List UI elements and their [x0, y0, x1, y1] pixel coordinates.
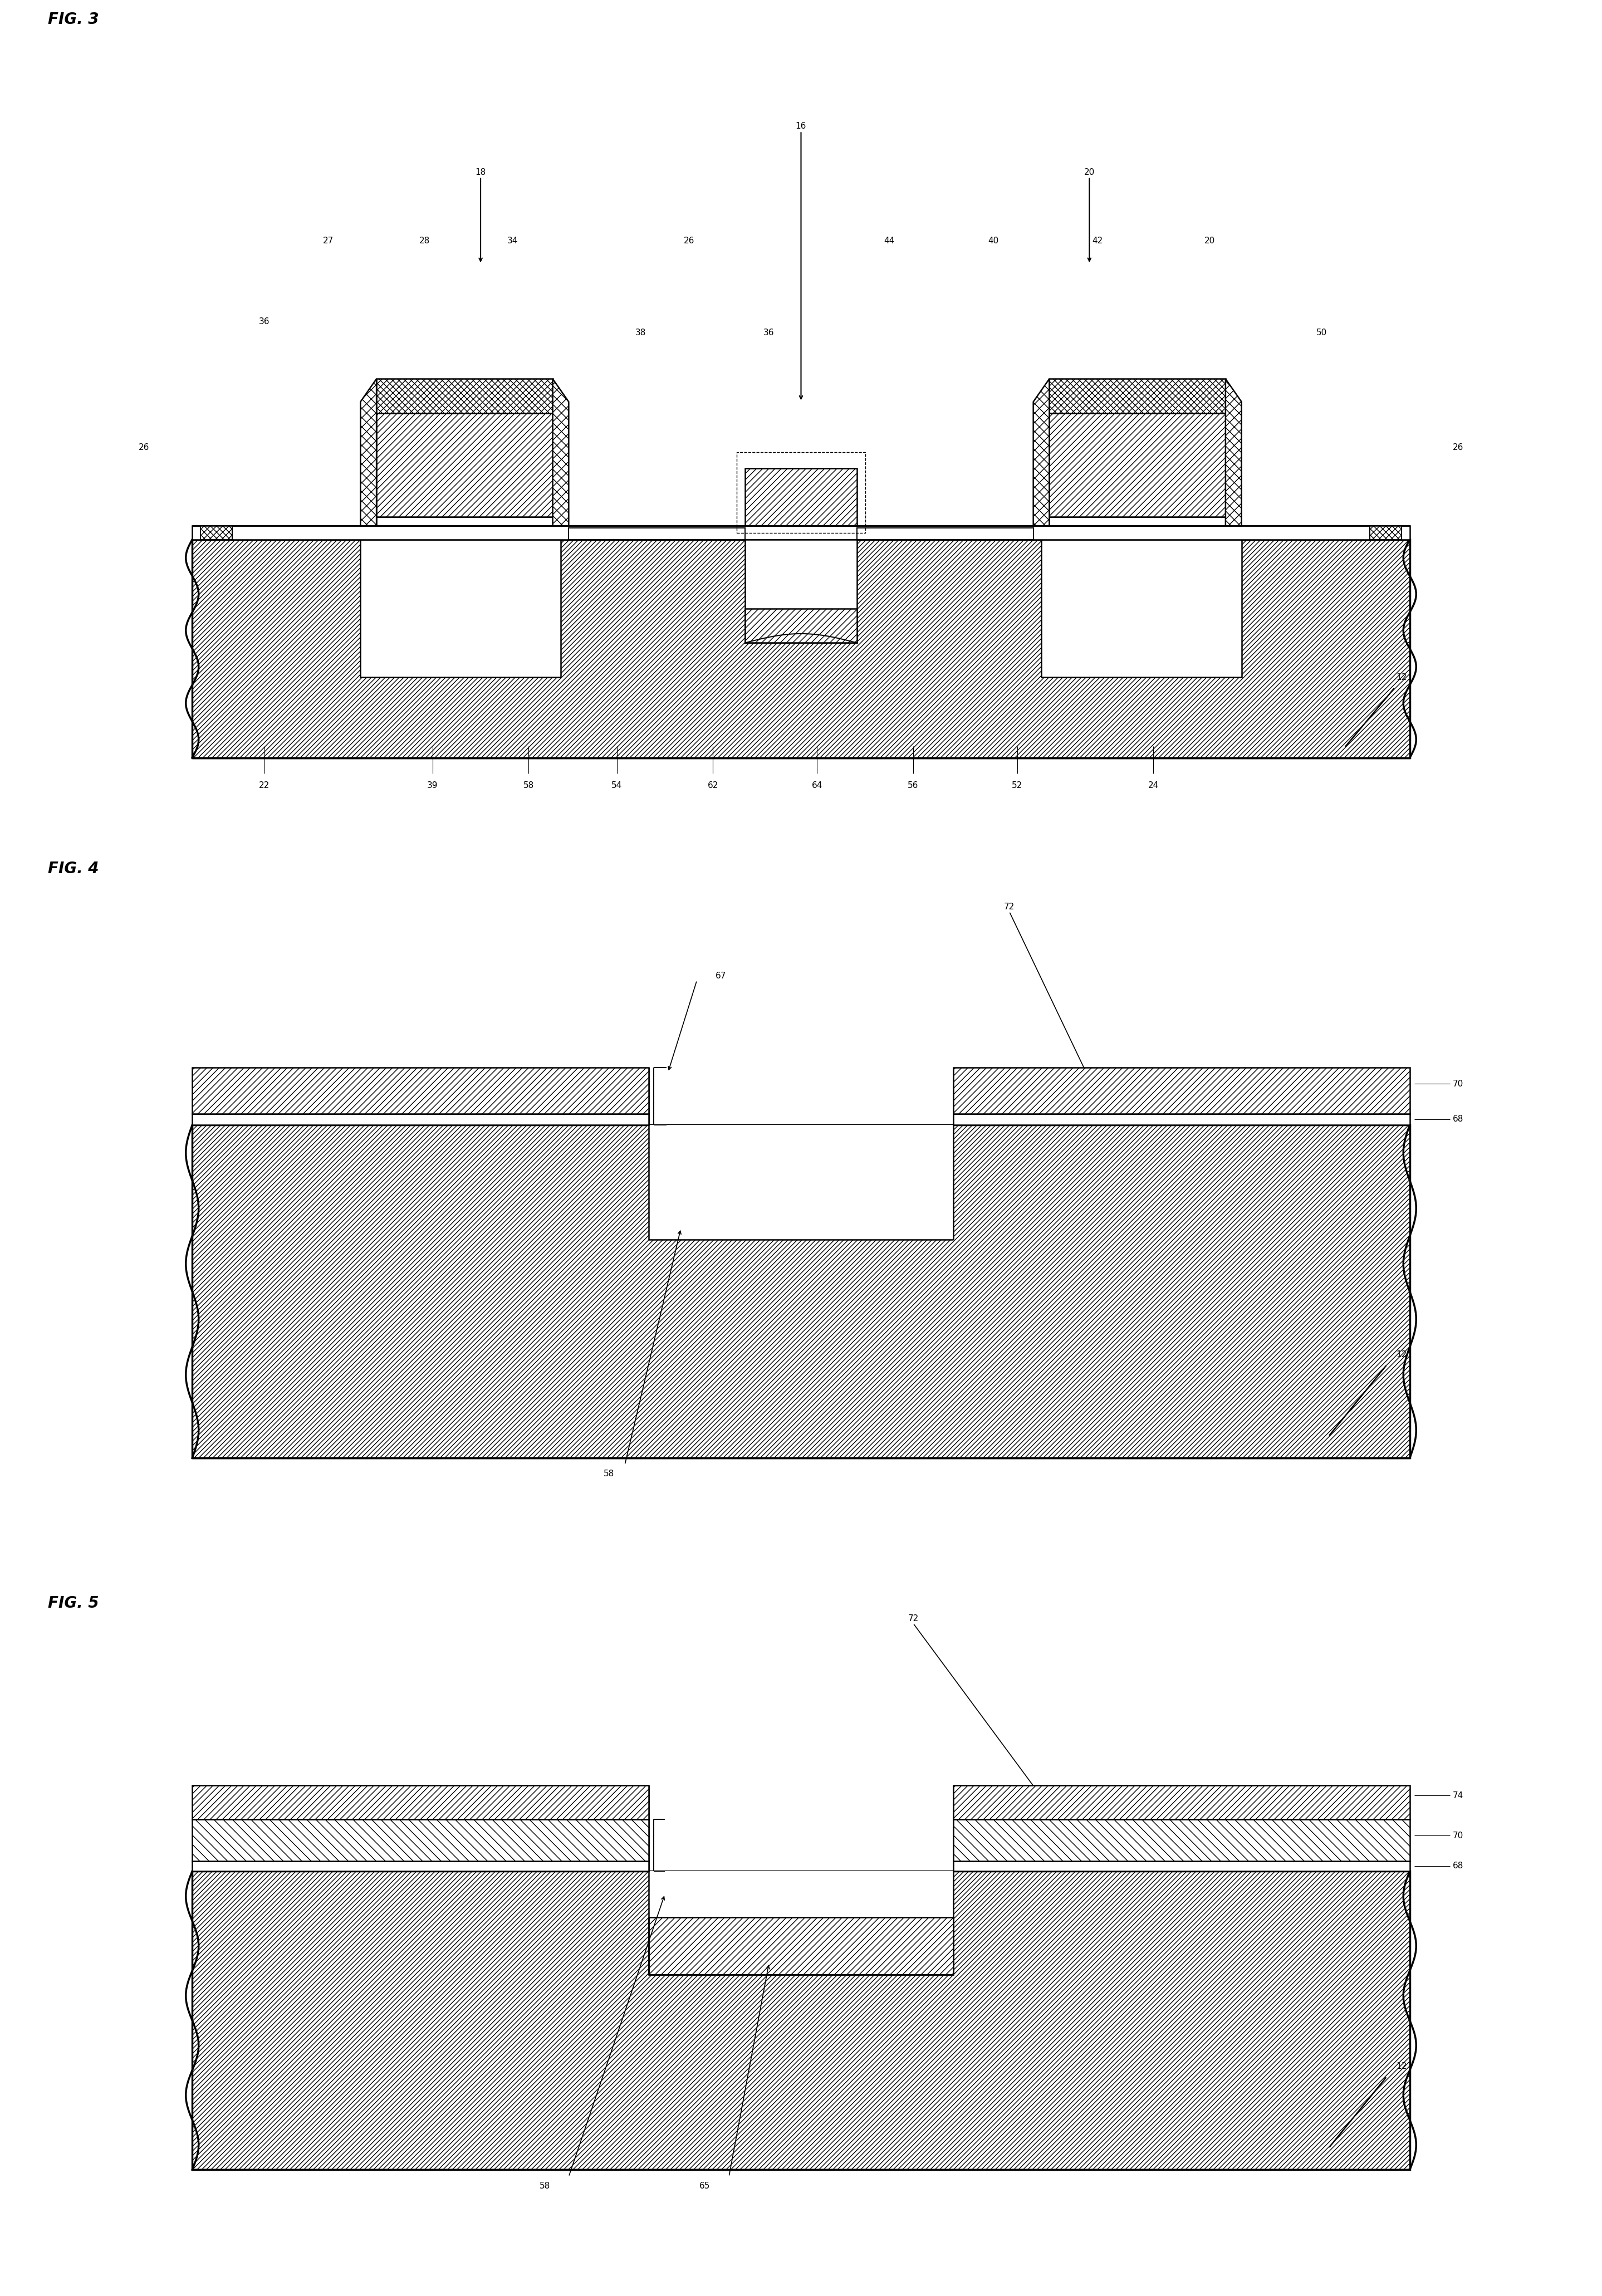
- Polygon shape: [1033, 379, 1049, 526]
- Text: 72: 72: [1004, 902, 1014, 912]
- Bar: [376, 517, 553, 526]
- Text: 52: 52: [1012, 781, 1022, 790]
- Bar: [745, 540, 857, 643]
- Bar: [649, 1917, 953, 1975]
- Bar: [1049, 379, 1226, 413]
- Text: 34: 34: [508, 236, 517, 246]
- Bar: [192, 540, 1410, 758]
- Bar: [1370, 526, 1402, 540]
- Text: 16: 16: [796, 122, 806, 131]
- Text: 68: 68: [1453, 1116, 1463, 1123]
- Bar: [376, 413, 553, 517]
- Text: 38: 38: [636, 328, 646, 338]
- Text: 74: 74: [1453, 1791, 1463, 1800]
- Bar: [1049, 413, 1226, 517]
- Text: 58: 58: [524, 781, 533, 790]
- Text: 26: 26: [684, 236, 694, 246]
- Bar: [192, 1068, 649, 1114]
- Text: 36: 36: [764, 328, 774, 338]
- Bar: [649, 1871, 953, 1917]
- Text: 70: 70: [1453, 1079, 1463, 1088]
- Text: 72: 72: [908, 1614, 918, 1623]
- Bar: [953, 1860, 1410, 1871]
- Text: 58: 58: [604, 1469, 614, 1479]
- Bar: [360, 540, 561, 677]
- Text: 20: 20: [1085, 168, 1094, 177]
- Bar: [569, 528, 745, 540]
- Text: FIG. 3: FIG. 3: [48, 11, 99, 28]
- Text: 68: 68: [1453, 1862, 1463, 1871]
- Bar: [745, 608, 857, 643]
- Text: FIG. 4: FIG. 4: [48, 861, 99, 877]
- Polygon shape: [360, 379, 376, 526]
- Text: 39: 39: [428, 781, 437, 790]
- Bar: [953, 1114, 1410, 1125]
- Text: 12: 12: [1397, 1350, 1407, 1359]
- Bar: [953, 1818, 1410, 1860]
- Bar: [192, 1786, 649, 1818]
- Bar: [192, 1114, 649, 1125]
- Polygon shape: [553, 379, 569, 526]
- Bar: [737, 452, 865, 533]
- Text: 18: 18: [476, 168, 485, 177]
- Text: FIG. 5: FIG. 5: [48, 1596, 99, 1612]
- Bar: [192, 526, 1410, 540]
- Bar: [192, 1871, 1410, 2170]
- Bar: [192, 1860, 649, 1871]
- Bar: [200, 526, 232, 540]
- Text: 56: 56: [908, 781, 918, 790]
- Text: 26: 26: [139, 443, 149, 452]
- Bar: [953, 1068, 1410, 1114]
- Text: 67: 67: [716, 971, 726, 980]
- Text: 54: 54: [612, 781, 622, 790]
- Text: 50: 50: [1317, 328, 1326, 338]
- Bar: [745, 468, 857, 526]
- Text: 20: 20: [1205, 236, 1214, 246]
- Polygon shape: [1226, 379, 1242, 526]
- Bar: [376, 379, 553, 413]
- Text: 58: 58: [540, 2181, 549, 2190]
- Text: 64: 64: [812, 781, 822, 790]
- Text: 12: 12: [1397, 2062, 1407, 2071]
- Text: 65: 65: [700, 2181, 710, 2190]
- Bar: [1049, 517, 1226, 526]
- Text: 22: 22: [260, 781, 269, 790]
- Text: 40: 40: [988, 236, 998, 246]
- Text: 12: 12: [1397, 673, 1407, 682]
- Bar: [857, 528, 1033, 540]
- Text: 42: 42: [1093, 236, 1102, 246]
- Bar: [192, 1125, 1410, 1458]
- Bar: [649, 1125, 953, 1240]
- Text: 26: 26: [1453, 443, 1463, 452]
- Text: 70: 70: [1453, 1832, 1463, 1839]
- Text: 28: 28: [420, 236, 429, 246]
- Bar: [953, 1786, 1410, 1818]
- Bar: [1041, 540, 1242, 677]
- Text: 24: 24: [1149, 781, 1158, 790]
- Text: 27: 27: [324, 236, 333, 246]
- Text: 44: 44: [884, 236, 894, 246]
- Text: 36: 36: [260, 317, 269, 326]
- Text: 62: 62: [708, 781, 718, 790]
- Bar: [192, 1818, 649, 1860]
